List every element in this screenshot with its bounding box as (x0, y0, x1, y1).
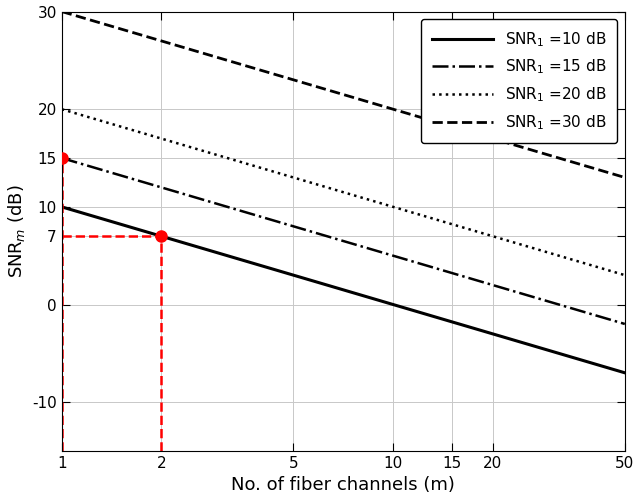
SNR$_1$ =20 dB (58, 106, 65, 112)
SNR$_1$ =15 dB (621, 321, 628, 327)
Line: SNR$_1$ =30 dB: SNR$_1$ =30 dB (61, 12, 625, 177)
SNR$_1$ =30 dB (306, 82, 314, 87)
Y-axis label: SNR$_m$ (dB): SNR$_m$ (dB) (6, 184, 26, 278)
Legend: SNR$_1$ =10 dB, SNR$_1$ =15 dB, SNR$_1$ =20 dB, SNR$_1$ =30 dB: SNR$_1$ =10 dB, SNR$_1$ =15 dB, SNR$_1$ … (421, 19, 617, 143)
SNR$_1$ =15 dB (445, 269, 452, 275)
SNR$_1$ =20 dB (115, 123, 123, 129)
SNR$_1$ =30 dB (621, 174, 628, 180)
SNR$_1$ =20 dB (445, 220, 452, 226)
Line: SNR$_1$ =10 dB: SNR$_1$ =10 dB (61, 207, 625, 373)
Line: SNR$_1$ =15 dB: SNR$_1$ =15 dB (61, 158, 625, 324)
SNR$_1$ =15 dB (58, 155, 65, 161)
SNR$_1$ =10 dB (507, 336, 515, 342)
SNR$_1$ =20 dB (621, 272, 628, 278)
SNR$_1$ =10 dB (115, 221, 123, 227)
SNR$_1$ =10 dB (306, 277, 314, 283)
SNR$_1$ =30 dB (58, 8, 65, 14)
SNR$_1$ =15 dB (497, 284, 505, 290)
SNR$_1$ =30 dB (445, 122, 452, 128)
Line: SNR$_1$ =20 dB: SNR$_1$ =20 dB (61, 109, 625, 275)
SNR$_1$ =15 dB (285, 222, 293, 228)
SNR$_1$ =15 dB (115, 172, 123, 178)
SNR$_1$ =10 dB (497, 334, 505, 340)
SNR$_1$ =20 dB (306, 180, 314, 186)
SNR$_1$ =30 dB (507, 141, 515, 147)
SNR$_1$ =30 dB (285, 76, 293, 82)
SNR$_1$ =20 dB (507, 238, 515, 244)
SNR$_1$ =15 dB (507, 288, 515, 294)
SNR$_1$ =30 dB (497, 138, 505, 144)
SNR$_1$ =20 dB (285, 174, 293, 180)
SNR$_1$ =30 dB (115, 26, 123, 32)
SNR$_1$ =20 dB (497, 236, 505, 242)
SNR$_1$ =10 dB (58, 204, 65, 210)
SNR$_1$ =15 dB (306, 228, 314, 234)
X-axis label: No. of fiber channels (m): No. of fiber channels (m) (231, 476, 455, 494)
SNR$_1$ =10 dB (621, 370, 628, 376)
SNR$_1$ =10 dB (285, 271, 293, 277)
SNR$_1$ =10 dB (445, 318, 452, 324)
